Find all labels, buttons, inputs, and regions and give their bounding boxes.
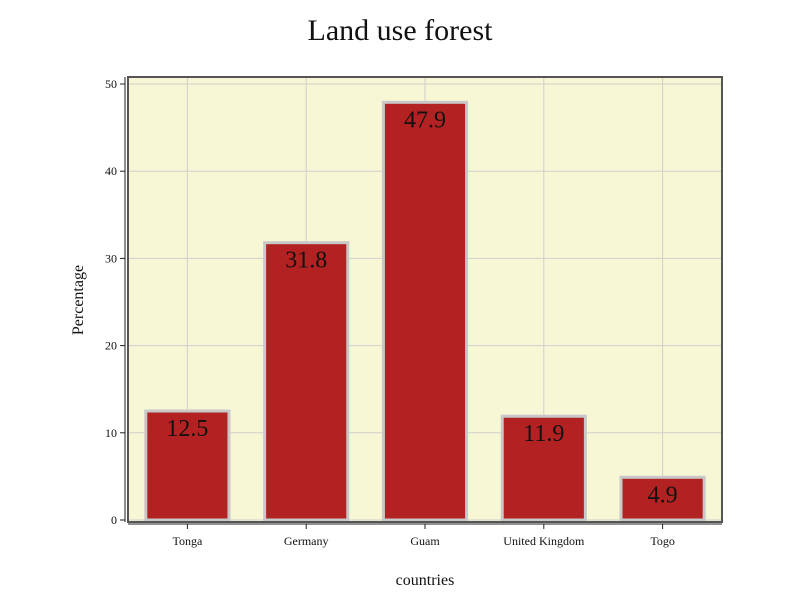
bar-4: [619, 475, 706, 522]
bar-value-label-1: 31.8: [285, 248, 327, 274]
bars: [144, 100, 706, 522]
x-tick-label-2: Guam: [410, 534, 440, 548]
x-tick-label-1: Germany: [284, 534, 329, 548]
bar-value-label-4: 4.9: [648, 482, 678, 508]
x-axis-title: countries: [396, 572, 455, 589]
bar-value-label-2: 47.9: [404, 107, 446, 133]
y-tick-label-0: 0: [111, 513, 117, 527]
bar-0: [144, 409, 231, 522]
y-tick-label-2: 20: [105, 339, 117, 353]
plot-frame: [127, 76, 723, 523]
y-tick-label-4: 40: [105, 164, 117, 178]
y-tick-label-1: 10: [105, 426, 117, 440]
bar-1: [263, 241, 350, 522]
y-tick-label-3: 30: [105, 251, 117, 265]
chart-title: Land use forest: [308, 14, 494, 47]
x-tick-label-0: Tonga: [172, 534, 202, 548]
x-axis: Tonga Germany Guam United Kingdom Togo: [128, 523, 722, 548]
bar-value-label-3: 11.9: [523, 421, 564, 447]
bar-value-labels: 12.5 31.8 47.9 11.9 4.9: [166, 107, 677, 508]
bar-2: [381, 100, 469, 522]
y-axis-title: Percentage: [70, 265, 87, 335]
x-tick-label-3: United Kingdom: [503, 534, 585, 548]
bar-value-label-0: 12.5: [166, 416, 208, 442]
y-tick-label-5: 50: [105, 77, 117, 91]
y-axis: 0 10 20 30 40 50: [105, 77, 126, 527]
x-tick-label-4: Togo: [650, 534, 675, 548]
bar-3: [500, 414, 587, 522]
